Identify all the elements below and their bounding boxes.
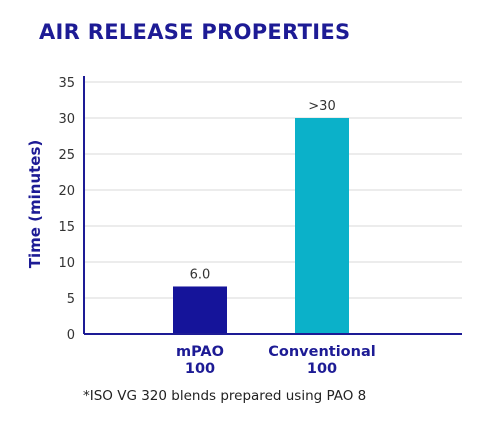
bar xyxy=(295,118,349,334)
y-tick-label: 35 xyxy=(58,76,75,91)
y-tick-label: 25 xyxy=(58,148,75,163)
bars xyxy=(173,118,349,334)
y-tick-label: 15 xyxy=(58,220,75,235)
axes xyxy=(83,76,462,335)
bar xyxy=(173,286,227,334)
data-label: 6.0 xyxy=(190,267,211,282)
y-tick-label: 10 xyxy=(58,256,75,271)
y-tick-label: 30 xyxy=(58,112,75,127)
x-tick-label: 100 xyxy=(307,361,337,377)
y-tick-label: 20 xyxy=(58,184,75,199)
data-labels: 6.0 >30 xyxy=(190,99,336,282)
x-tick-label: Conventional xyxy=(268,344,375,360)
y-tick-labels: 0 5 10 15 20 25 30 35 xyxy=(58,76,75,343)
footnote: *ISO VG 320 blends prepared using PAO 8 xyxy=(83,388,367,404)
x-tick-label: mPAO xyxy=(176,344,224,360)
gridlines xyxy=(84,81,462,299)
y-tick-label: 5 xyxy=(67,292,75,307)
chart-title: AIR RELEASE PROPERTIES xyxy=(39,20,351,44)
data-label: >30 xyxy=(308,99,335,114)
y-tick-label: 0 xyxy=(67,328,75,343)
x-tick-label: 100 xyxy=(185,361,215,377)
